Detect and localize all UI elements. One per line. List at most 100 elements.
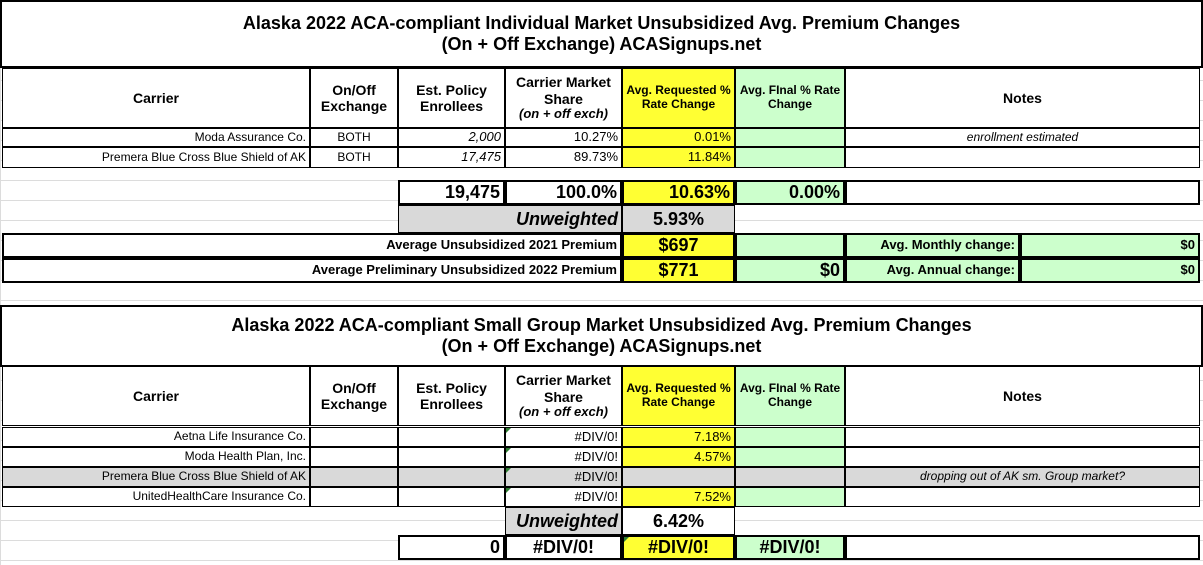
unweighted-value-text: 5.93% [652, 208, 705, 229]
enrollees-cell[interactable] [398, 427, 505, 447]
requested-cell[interactable]: 4.57% [622, 447, 735, 467]
requested-cell[interactable]: 0.01% [622, 128, 735, 147]
total-share-text: 100.0% [555, 182, 617, 203]
share-cell[interactable]: 10.27% [505, 128, 622, 147]
final-cell[interactable] [735, 487, 845, 507]
requested-cell-text: 7.52% [694, 488, 731, 504]
exchange-cell[interactable] [310, 487, 398, 507]
requested-cell[interactable] [622, 467, 735, 487]
unweighted-label[interactable]: Unweighted [505, 507, 622, 535]
individual-title[interactable]: Alaska 2022 ACA-compliant Individual Mar… [0, 0, 1203, 68]
total-final[interactable]: #DIV/0! [735, 535, 845, 560]
premium-2022-value[interactable]: $771 [622, 258, 735, 283]
requested-cell[interactable]: 11.84% [622, 147, 735, 168]
total-share-text: #DIV/0! [532, 537, 595, 558]
exchange-cell[interactable] [310, 467, 398, 487]
header-final[interactable]: Avg. FInal % Rate Change [735, 68, 845, 128]
share-cell-text: 89.73% [573, 149, 618, 165]
final-cell[interactable] [735, 128, 845, 147]
header-enrollees[interactable]: Est. Policy Enrollees [398, 68, 505, 128]
header-carrier[interactable]: Carrier [2, 366, 310, 426]
enrollees-cell[interactable] [398, 447, 505, 467]
total-requested[interactable]: 10.63% [622, 180, 735, 205]
unweighted-value[interactable]: 6.42% [622, 507, 735, 535]
notes-blank[interactable] [845, 180, 1200, 205]
notes-cell[interactable] [845, 427, 1200, 447]
premium-2022-label[interactable]: Average Preliminary Unsubsidized 2022 Pr… [2, 258, 622, 283]
header-exchange[interactable]: On/Off Exchange [310, 68, 398, 128]
final-cell[interactable] [735, 427, 845, 447]
share-cell[interactable]: #DIV/0! [505, 447, 622, 467]
premium-2021-label[interactable]: Average Unsubsidized 2021 Premium [2, 233, 622, 258]
notes-cell[interactable] [845, 447, 1200, 467]
carrier-cell[interactable]: Moda Assurance Co. [2, 128, 310, 147]
total-enrollees[interactable]: 0 [398, 535, 505, 560]
header-requested[interactable]: Avg. Requested % Rate Change [622, 366, 735, 426]
final-cell[interactable] [735, 447, 845, 467]
premium-2022-final[interactable]: $0 [735, 258, 845, 283]
share-cell[interactable]: #DIV/0! [505, 487, 622, 507]
share-cell[interactable]: #DIV/0! [505, 427, 622, 447]
total-final[interactable]: 0.00% [735, 180, 845, 205]
exchange-cell[interactable] [310, 427, 398, 447]
total-share[interactable]: 100.0% [505, 180, 622, 205]
enrollees-cell[interactable] [398, 467, 505, 487]
share-cell[interactable]: #DIV/0! [505, 467, 622, 487]
premium-2022-value-text: $771 [658, 260, 699, 281]
total-share[interactable]: #DIV/0! [505, 535, 622, 560]
carrier-cell[interactable]: Premera Blue Cross Blue Shield of AK [2, 467, 310, 487]
header-market-share-subtext: (on + off exch) [519, 105, 608, 121]
header-enrollees[interactable]: Est. Policy Enrollees [398, 366, 505, 426]
notes-cell[interactable] [845, 487, 1200, 507]
header-notes[interactable]: Notes [845, 366, 1200, 426]
premium-2021-value-text: $697 [658, 235, 699, 256]
carrier-cell[interactable]: Moda Health Plan, Inc. [2, 447, 310, 467]
exchange-cell[interactable]: BOTH [310, 128, 398, 147]
notes-cell[interactable]: dropping out of AK sm. Group market? [845, 467, 1200, 487]
header-market-share[interactable]: Carrier Market Share (on + off exch) [505, 366, 622, 426]
total-enrollees[interactable]: 19,475 [398, 180, 505, 205]
carrier-cell[interactable]: UnitedHealthCare Insurance Co. [2, 487, 310, 507]
annual-change-value[interactable]: $0 [1020, 258, 1200, 283]
requested-cell[interactable]: 7.52% [622, 487, 735, 507]
small-group-title-subtext: (On + Off Exchange) ACASignups.net [441, 336, 762, 356]
share-cell[interactable]: 89.73% [505, 147, 622, 168]
carrier-cell-text: Moda Health Plan, Inc. [184, 449, 306, 464]
notes-cell[interactable]: enrollment estimated [845, 128, 1200, 147]
carrier-cell-text: UnitedHealthCare Insurance Co. [132, 489, 306, 504]
notes-cell[interactable] [845, 147, 1200, 168]
unweighted-value[interactable]: 5.93% [622, 205, 735, 233]
small-group-title[interactable]: Alaska 2022 ACA-compliant Small Group Ma… [0, 305, 1203, 367]
premium-2022-final-text: $0 [819, 260, 840, 281]
final-cell[interactable] [735, 147, 845, 168]
exchange-cell[interactable]: BOTH [310, 147, 398, 168]
monthly-change-value[interactable]: $0 [1020, 233, 1200, 258]
carrier-cell[interactable]: Aetna Life Insurance Co. [2, 427, 310, 447]
total-requested[interactable]: #DIV/0! [622, 535, 735, 560]
requested-cell[interactable]: 7.18% [622, 427, 735, 447]
header-notes[interactable]: Notes [845, 68, 1200, 128]
header-market-share[interactable]: Carrier Market Share (on + off exch) [505, 68, 622, 128]
share-cell-text: #DIV/0! [574, 448, 618, 464]
header-final[interactable]: Avg. FInal % Rate Change [735, 366, 845, 426]
requested-cell-text: 11.84% [687, 149, 731, 165]
header-enrollees-text: Est. Policy Enrollees [416, 81, 487, 114]
annual-change-label[interactable]: Avg. Annual change: [845, 258, 1020, 283]
enrollees-cell[interactable] [398, 487, 505, 507]
exchange-cell[interactable] [310, 447, 398, 467]
unweighted-label-text: Unweighted [516, 510, 618, 531]
monthly-change-label[interactable]: Avg. Monthly change: [845, 233, 1020, 258]
header-exchange[interactable]: On/Off Exchange [310, 366, 398, 426]
requested-cell-text: 7.18% [694, 428, 731, 444]
header-requested[interactable]: Avg. Requested % Rate Change [622, 68, 735, 128]
unweighted-label[interactable]: Unweighted [398, 205, 622, 233]
carrier-cell[interactable]: Premera Blue Cross Blue Shield of AK [2, 147, 310, 168]
enrollees-cell[interactable]: 17,475 [398, 147, 505, 168]
header-final-text: Avg. FInal % Rate Change [739, 83, 841, 111]
final-cell[interactable] [735, 467, 845, 487]
premium-2021-value[interactable]: $697 [622, 233, 735, 258]
premium-2021-final[interactable] [735, 233, 845, 258]
enrollees-cell[interactable]: 2,000 [398, 128, 505, 147]
header-carrier[interactable]: Carrier [2, 68, 310, 128]
notes-blank[interactable] [845, 535, 1200, 560]
